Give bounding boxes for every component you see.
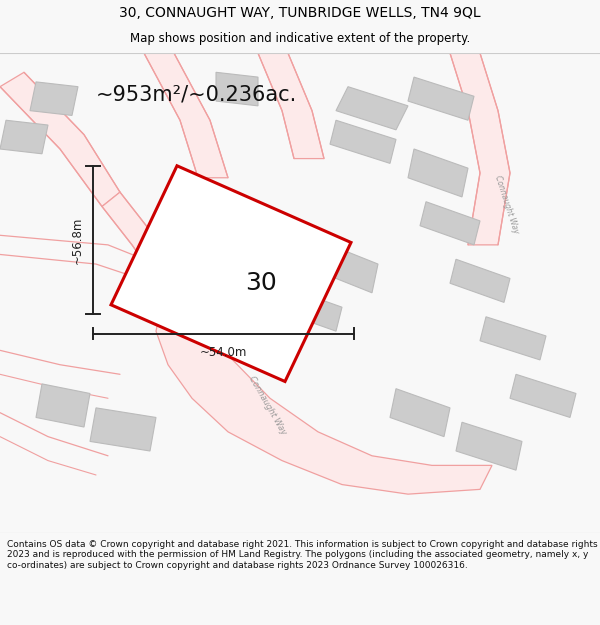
Polygon shape: [102, 192, 180, 288]
Polygon shape: [258, 53, 324, 159]
Polygon shape: [144, 53, 228, 177]
Polygon shape: [30, 82, 78, 116]
Polygon shape: [408, 77, 474, 120]
Polygon shape: [324, 245, 378, 292]
Polygon shape: [408, 149, 468, 197]
Text: 30: 30: [245, 271, 277, 295]
Text: Connaught Way: Connaught Way: [247, 374, 287, 436]
Polygon shape: [216, 72, 258, 106]
Text: ~56.8m: ~56.8m: [71, 216, 84, 264]
Polygon shape: [390, 389, 450, 437]
Polygon shape: [450, 259, 510, 302]
Text: Map shows position and indicative extent of the property.: Map shows position and indicative extent…: [130, 32, 470, 45]
Polygon shape: [36, 384, 90, 427]
Polygon shape: [90, 408, 156, 451]
Text: ~54.0m: ~54.0m: [200, 346, 247, 359]
Polygon shape: [0, 72, 120, 206]
Text: Connaught Way: Connaught Way: [493, 174, 521, 234]
Polygon shape: [282, 288, 342, 331]
Polygon shape: [420, 202, 480, 245]
Polygon shape: [330, 120, 396, 163]
Text: ~953m²/~0.236ac.: ~953m²/~0.236ac.: [96, 84, 297, 104]
Polygon shape: [510, 374, 576, 418]
Polygon shape: [456, 422, 522, 470]
Text: Contains OS data © Crown copyright and database right 2021. This information is : Contains OS data © Crown copyright and d…: [7, 540, 598, 570]
Polygon shape: [336, 87, 408, 130]
Polygon shape: [156, 292, 492, 494]
Text: 30, CONNAUGHT WAY, TUNBRIDGE WELLS, TN4 9QL: 30, CONNAUGHT WAY, TUNBRIDGE WELLS, TN4 …: [119, 6, 481, 20]
Polygon shape: [480, 317, 546, 360]
Polygon shape: [0, 120, 48, 154]
Polygon shape: [450, 53, 510, 245]
Polygon shape: [111, 166, 351, 381]
